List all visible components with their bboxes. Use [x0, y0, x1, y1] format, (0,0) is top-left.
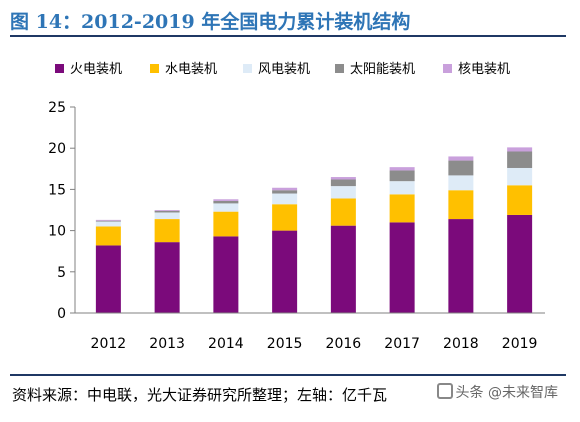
bar-2018-series-4 [448, 156, 474, 161]
bar-2012-series-3 [95, 220, 121, 222]
y-tick-label-1: 5 [57, 265, 66, 281]
legend-swatch-4 [443, 64, 452, 73]
bar-2019-series-4 [507, 147, 533, 152]
bar-2013-series-2 [154, 212, 180, 220]
bar-2013-series-4 [154, 210, 180, 211]
bar-2017-series-3 [389, 170, 415, 182]
y-tick-label-3: 15 [48, 182, 66, 198]
watermark-text: 头条 @未来智库 [455, 385, 558, 401]
legend-swatch-3 [335, 64, 344, 73]
x-tick-label-2016: 2016 [326, 336, 362, 352]
legend-swatch-2 [243, 64, 252, 73]
bar-2017-series-4 [389, 167, 415, 171]
legend-label-2: 风电装机 [258, 62, 310, 77]
x-tick-label-2019: 2019 [502, 336, 538, 352]
bar-2013-series-1 [154, 219, 180, 243]
x-tick-label-2014: 2014 [208, 336, 244, 352]
bar-2015-series-4 [272, 187, 298, 191]
bar-2019-series-3 [507, 151, 533, 168]
figure-title: 图 14：2012-2019 年全国电力累计装机结构 [10, 11, 411, 33]
bar-2016-series-4 [330, 177, 356, 180]
x-tick-label-2013: 2013 [149, 336, 185, 352]
y-tick-label-4: 20 [48, 141, 66, 157]
bar-2015-series-2 [272, 193, 298, 205]
source-note: 资料来源：中电联，光大证券研究所整理；左轴：亿千瓦 [12, 386, 388, 404]
bar-2016-series-1 [330, 198, 356, 226]
bar-2017-series-1 [389, 194, 415, 223]
y-axis: 0 5 10 15 20 25 [48, 100, 76, 322]
footer-row: 资料来源：中电联，光大证券研究所整理；左轴：亿千瓦 头条 @未来智库 [10, 374, 566, 410]
bar-2017-series-2 [389, 181, 415, 195]
legend-label-4: 核电装机 [458, 62, 510, 77]
legend-label-0: 火电装机 [70, 62, 122, 77]
x-tick-label-2015: 2015 [267, 336, 303, 352]
bar-2015-series-1 [272, 204, 298, 231]
legend-label-1: 水电装机 [165, 62, 217, 77]
bars-group [95, 147, 533, 313]
watermark: 头条 @未来智库 [432, 382, 562, 402]
bar-2014-series-3 [213, 200, 239, 204]
bar-2016-series-2 [330, 186, 356, 199]
bar-2018-series-2 [448, 175, 474, 191]
y-tick-label-5: 25 [48, 100, 66, 116]
bar-2014-series-1 [213, 211, 239, 237]
bar-2012-series-2 [95, 221, 121, 227]
x-axis: 2012 2013 2014 2015 2016 2017 2018 2019 [75, 312, 545, 352]
bar-2014-series-4 [213, 199, 239, 201]
legend-swatch-1 [150, 64, 159, 73]
bar-2018-series-0 [448, 219, 474, 313]
legend-label-3: 太阳能装机 [350, 62, 415, 77]
bar-2013-series-3 [154, 210, 180, 213]
title-row: 图 14：2012-2019 年全国电力累计装机结构 [10, 5, 566, 37]
bar-2019-series-2 [507, 167, 533, 186]
x-tick-label-2018: 2018 [443, 336, 479, 352]
x-tick-label-2012: 2012 [91, 336, 127, 352]
x-tick-label-2017: 2017 [384, 336, 420, 352]
bar-2012-series-1 [95, 226, 121, 246]
bar-2019-series-1 [507, 185, 533, 215]
bar-2013-series-0 [154, 242, 180, 313]
bar-2012-series-4 [95, 219, 121, 221]
bar-2014-series-0 [213, 236, 239, 313]
bar-2016-series-0 [330, 225, 356, 313]
bar-2012-series-0 [95, 245, 121, 313]
bar-2017-series-0 [389, 222, 415, 313]
bar-2016-series-3 [330, 179, 356, 187]
bar-2015-series-3 [272, 190, 298, 194]
y-tick-label-2: 10 [48, 224, 66, 240]
bar-2018-series-3 [448, 160, 474, 176]
chart-legend: 火电装机 水电装机 风电装机 太阳能装机 核电装机 [55, 62, 510, 77]
legend-swatch-0 [55, 64, 64, 73]
bar-2018-series-1 [448, 190, 474, 220]
watermark-logo-icon [436, 383, 453, 399]
bar-2019-series-0 [507, 214, 533, 313]
y-tick-label-0: 0 [57, 306, 66, 322]
bar-2014-series-2 [213, 203, 239, 212]
bar-2015-series-0 [272, 230, 298, 313]
